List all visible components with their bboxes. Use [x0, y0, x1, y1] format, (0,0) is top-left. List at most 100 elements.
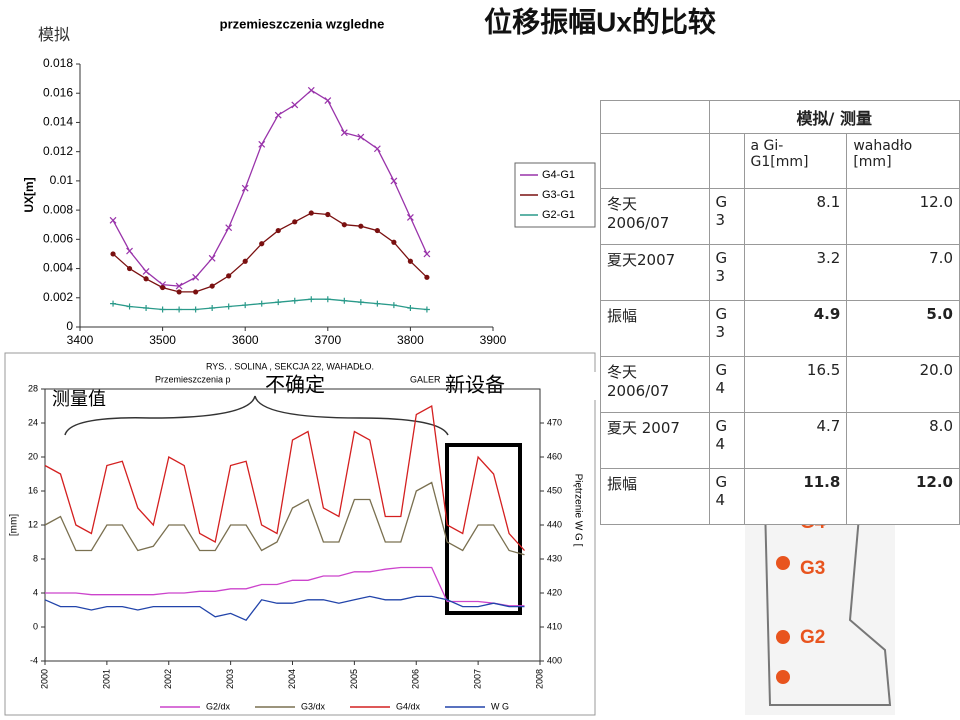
y-tick-label: 28: [28, 383, 38, 393]
y2-tick-label: 420: [547, 587, 562, 597]
annotation: GALERII nr: [410, 374, 456, 384]
x-tick-label: 3400: [67, 333, 94, 347]
cell: 冬天 2006/07: [600, 188, 710, 245]
marker: [193, 289, 199, 295]
marker: [209, 283, 215, 289]
x-tick-label: 2004: [287, 669, 297, 689]
cell: G 3: [708, 300, 745, 357]
marker: [242, 258, 248, 264]
marker: [341, 222, 347, 228]
marker: [275, 227, 281, 234]
cell: G 4: [708, 412, 745, 469]
y2-tick-label: 470: [547, 417, 562, 427]
marker: [407, 305, 414, 312]
cell: 20.0: [846, 356, 960, 413]
legend-label: G2/dx: [206, 701, 231, 711]
outline: [764, 504, 892, 706]
marker: [159, 306, 166, 313]
x-tick-label: 2003: [225, 669, 235, 689]
label-bg: [48, 386, 146, 414]
marker: [275, 299, 282, 306]
x-tick-label: 3900: [480, 333, 507, 347]
y-tick-label: 16: [28, 485, 38, 495]
column-header: wahadło [mm]: [846, 133, 960, 189]
marker: [241, 184, 249, 192]
series-line: [44, 404, 525, 551]
y-tick-label: 4: [33, 587, 38, 597]
y2-tick-label: 410: [547, 621, 562, 631]
y2-tick-label: 430: [547, 553, 562, 563]
cell: 4.9: [743, 300, 848, 357]
y-tick-label: 0: [33, 621, 38, 631]
y2-tick-label: 460: [547, 451, 562, 461]
cell: 夏天 2007: [600, 412, 710, 469]
cell: 7.0: [846, 244, 960, 301]
cell: 振幅: [600, 300, 710, 357]
point: [776, 630, 790, 644]
cell: [600, 133, 710, 189]
x-tick-label: 2007: [473, 669, 483, 689]
label-bg: [258, 372, 368, 400]
y-tick-label: 0: [66, 319, 73, 333]
series-line: [44, 481, 525, 556]
marker: [143, 305, 150, 312]
y-tick-label: 24: [28, 417, 38, 427]
legend-label: G3-G1: [542, 189, 575, 201]
y-tick-label: 0.012: [43, 144, 73, 158]
cell: 12.0: [846, 188, 960, 245]
marker: [423, 250, 431, 258]
marker: [274, 111, 282, 119]
marker: [142, 268, 150, 275]
x-tick-label: 3700: [314, 333, 341, 347]
cell: G 4: [708, 356, 745, 413]
marker: [160, 284, 166, 291]
marker: [324, 296, 331, 303]
legend-label: G2-G1: [542, 209, 575, 221]
marker: [209, 305, 216, 312]
series-line: [112, 89, 428, 287]
marker: [291, 297, 298, 304]
marker: [407, 258, 413, 264]
cell: 夏天2007: [600, 244, 710, 301]
series-line: [112, 298, 427, 311]
legend-label: G4/dx: [396, 701, 421, 711]
marker: [308, 296, 315, 303]
label-bg: [440, 372, 600, 400]
y-tick-label: 0.006: [43, 232, 73, 246]
y-tick-label: 0.002: [43, 290, 73, 304]
marker: [225, 224, 233, 232]
marker: [208, 254, 216, 262]
y-tick-label: 8: [33, 553, 38, 563]
y2-axis-label: Piętrzenie W G [: [572, 474, 583, 547]
series-line: [44, 595, 525, 622]
marker: [258, 300, 265, 307]
cell: 5.0: [846, 300, 960, 357]
marker: [109, 216, 117, 224]
marker: [374, 227, 380, 234]
marker: [325, 211, 331, 218]
point: [776, 670, 790, 684]
y-tick-label: 0.018: [43, 56, 73, 70]
cell: G 3: [708, 244, 745, 301]
point-label: G3: [800, 558, 825, 579]
y-tick-label: 0.016: [43, 85, 73, 99]
marker: [390, 302, 397, 309]
comparison-table: 模拟/ 测量 a Gi-G1[mm] wahadło [mm] 冬天 2006/…: [600, 100, 960, 525]
marker: [175, 282, 183, 290]
structure-diagram: G4 G3 G2: [745, 500, 895, 715]
marker: [110, 251, 116, 257]
y-tick-label: 12: [28, 519, 38, 529]
y2-tick-label: 400: [547, 655, 562, 665]
slide-title: 位移振幅Ux的比较: [484, 5, 716, 37]
marker: [340, 129, 348, 137]
marker: [126, 303, 133, 310]
marker: [291, 101, 299, 109]
y-tick-label: 0.01: [50, 173, 74, 187]
y2-tick-label: 450: [547, 485, 562, 495]
table-header: 模拟/ 测量: [708, 100, 960, 134]
marker: [110, 300, 117, 307]
cell: 冬天 2006/07: [600, 356, 710, 413]
cell: 16.5: [743, 356, 848, 413]
